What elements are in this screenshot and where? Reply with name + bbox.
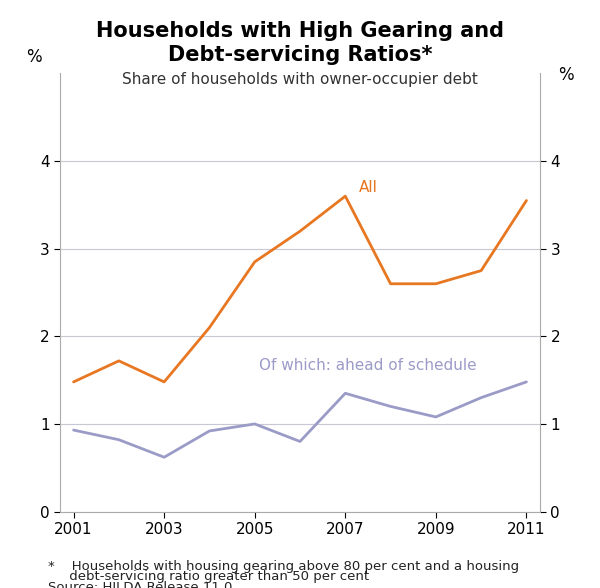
Text: Source: HILDA Release 11.0: Source: HILDA Release 11.0 [48,581,232,588]
Text: Households with High Gearing and
Debt-servicing Ratios*: Households with High Gearing and Debt-se… [96,21,504,65]
Y-axis label: %: % [559,66,574,83]
Y-axis label: %: % [26,48,41,66]
Text: debt-servicing ratio greater than 50 per cent: debt-servicing ratio greater than 50 per… [48,570,369,583]
Text: *    Households with housing gearing above 80 per cent and a housing: * Households with housing gearing above … [48,560,519,573]
Text: Share of households with owner-occupier debt: Share of households with owner-occupier … [122,72,478,87]
Text: Of which: ahead of schedule: Of which: ahead of schedule [259,358,477,373]
Text: All: All [359,180,378,195]
